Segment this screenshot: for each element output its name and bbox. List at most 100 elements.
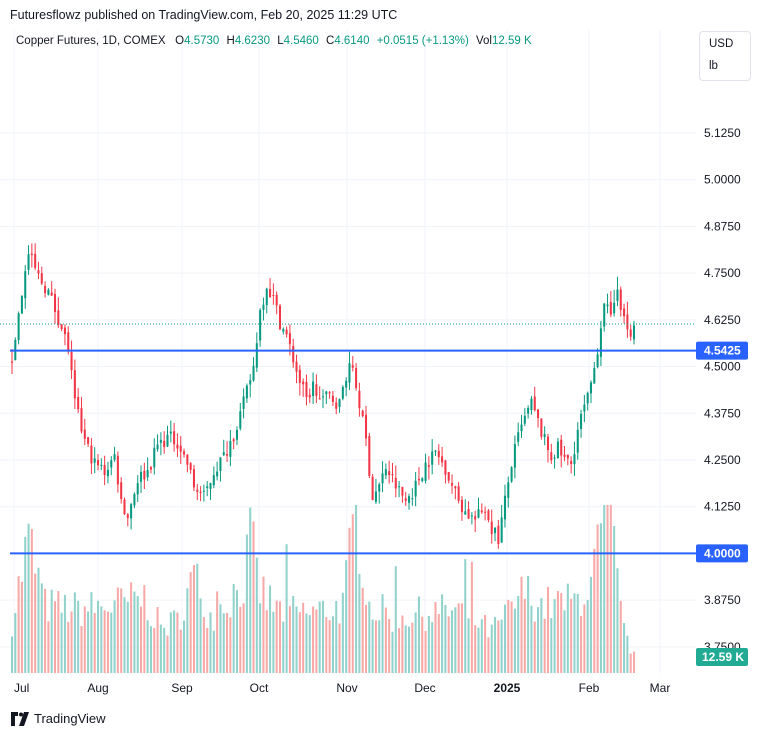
- candle-body: [404, 498, 407, 501]
- candle-body: [262, 304, 265, 310]
- volume-bar: [497, 620, 500, 673]
- candle-body: [24, 271, 27, 299]
- candle-body: [249, 380, 252, 385]
- volume-bar: [285, 544, 288, 673]
- volume-bar: [14, 612, 17, 673]
- candle-body: [255, 343, 258, 368]
- measure-unit[interactable]: lb: [709, 60, 718, 72]
- candle-body: [398, 486, 401, 488]
- candle-body: [159, 439, 162, 443]
- candle-body: [100, 464, 103, 466]
- time-axis: Jul Aug Sep Oct Nov Dec 2025 Feb Mar: [14, 681, 670, 695]
- candle-body: [328, 392, 331, 394]
- candle-body: [30, 253, 33, 255]
- volume-bar: [470, 561, 473, 673]
- volume-bar: [196, 563, 199, 673]
- candle-body: [596, 354, 599, 368]
- candle-body: [576, 429, 579, 453]
- candle-body: [186, 454, 189, 465]
- time-tick-label: 2025: [494, 681, 521, 695]
- volume-bar: [116, 587, 119, 673]
- candle-body: [53, 294, 57, 312]
- price-tick-label: 4.7500: [704, 266, 741, 280]
- volume-bar: [358, 573, 361, 673]
- volume-bar: [216, 591, 219, 673]
- high-value: 4.6230: [234, 35, 270, 47]
- candle-body: [454, 486, 457, 489]
- volume-bar: [179, 629, 182, 673]
- candle-body: [543, 434, 546, 437]
- volume-bar: [292, 595, 295, 673]
- candle-body: [556, 441, 559, 459]
- volume-bar: [262, 576, 265, 673]
- candle-body: [553, 457, 556, 459]
- candle-body: [229, 440, 232, 457]
- volume-bar: [335, 601, 338, 673]
- volume-bar: [533, 621, 536, 673]
- volume-bar: [106, 611, 109, 673]
- candle-body: [616, 289, 619, 301]
- price-tick-label: 4.2500: [704, 453, 741, 467]
- volume-bar: [315, 609, 318, 673]
- volume-bar: [199, 598, 202, 673]
- candle-body: [361, 410, 364, 417]
- candle-body: [626, 314, 629, 330]
- time-tick-label: Feb: [579, 681, 600, 695]
- price-tick-label: 4.8750: [704, 219, 741, 233]
- candle-body: [530, 398, 533, 410]
- candle-body: [345, 380, 348, 388]
- candle-body: [560, 439, 563, 456]
- candle-body: [143, 470, 146, 480]
- candle-body: [232, 439, 235, 442]
- volume-bar: [275, 600, 278, 673]
- candle-body: [321, 396, 325, 398]
- volume-bar: [606, 505, 609, 673]
- low-value: 4.5460: [283, 35, 319, 47]
- currency-unit[interactable]: USD: [709, 38, 734, 50]
- time-tick-label: Oct: [250, 681, 269, 695]
- price-label: 4.5425: [704, 344, 741, 358]
- candle-body: [83, 429, 86, 439]
- volume-bar: [503, 604, 506, 673]
- candle-body: [467, 509, 470, 519]
- volume-bar: [206, 627, 209, 673]
- volume-bar: [232, 583, 235, 673]
- candle-body: [427, 465, 430, 467]
- candle-body: [540, 418, 543, 437]
- candle-body: [265, 288, 268, 306]
- symbol-name[interactable]: Copper Futures, 1D, COMEX: [16, 35, 166, 47]
- candle-body: [507, 482, 510, 498]
- candle-body: [60, 324, 63, 330]
- volume-bar: [484, 615, 487, 673]
- candle-body: [123, 499, 126, 515]
- candle-body: [34, 253, 37, 268]
- volume-bar: [163, 627, 166, 673]
- candle-body: [434, 450, 437, 452]
- volume-bar: [328, 620, 331, 673]
- candle-body: [583, 404, 586, 412]
- candle-body: [285, 329, 288, 335]
- high-label: H: [226, 35, 235, 47]
- candle-body: [470, 515, 473, 517]
- volume-bar: [576, 593, 579, 673]
- volume-bar: [20, 581, 23, 673]
- unit-selector[interactable]: USD lb: [699, 31, 751, 81]
- volume-bar: [169, 612, 172, 673]
- volume-bar: [348, 527, 351, 673]
- candle-body: [133, 494, 136, 506]
- volume-bar: [202, 617, 205, 673]
- time-tick-label: Jul: [14, 681, 29, 695]
- change-value: +0.0515 (+1.13%): [376, 35, 469, 47]
- candle-body: [632, 325, 636, 340]
- candle-body: [537, 409, 540, 418]
- candle-body: [312, 381, 315, 396]
- volume-bar: [325, 617, 328, 673]
- volume-bar: [113, 600, 116, 673]
- candle-body: [606, 304, 609, 307]
- volume-bar: [110, 612, 113, 673]
- candle-body: [282, 328, 285, 332]
- volume-bar: [130, 582, 133, 673]
- volume-bar: [30, 529, 33, 673]
- candle-body: [212, 475, 215, 486]
